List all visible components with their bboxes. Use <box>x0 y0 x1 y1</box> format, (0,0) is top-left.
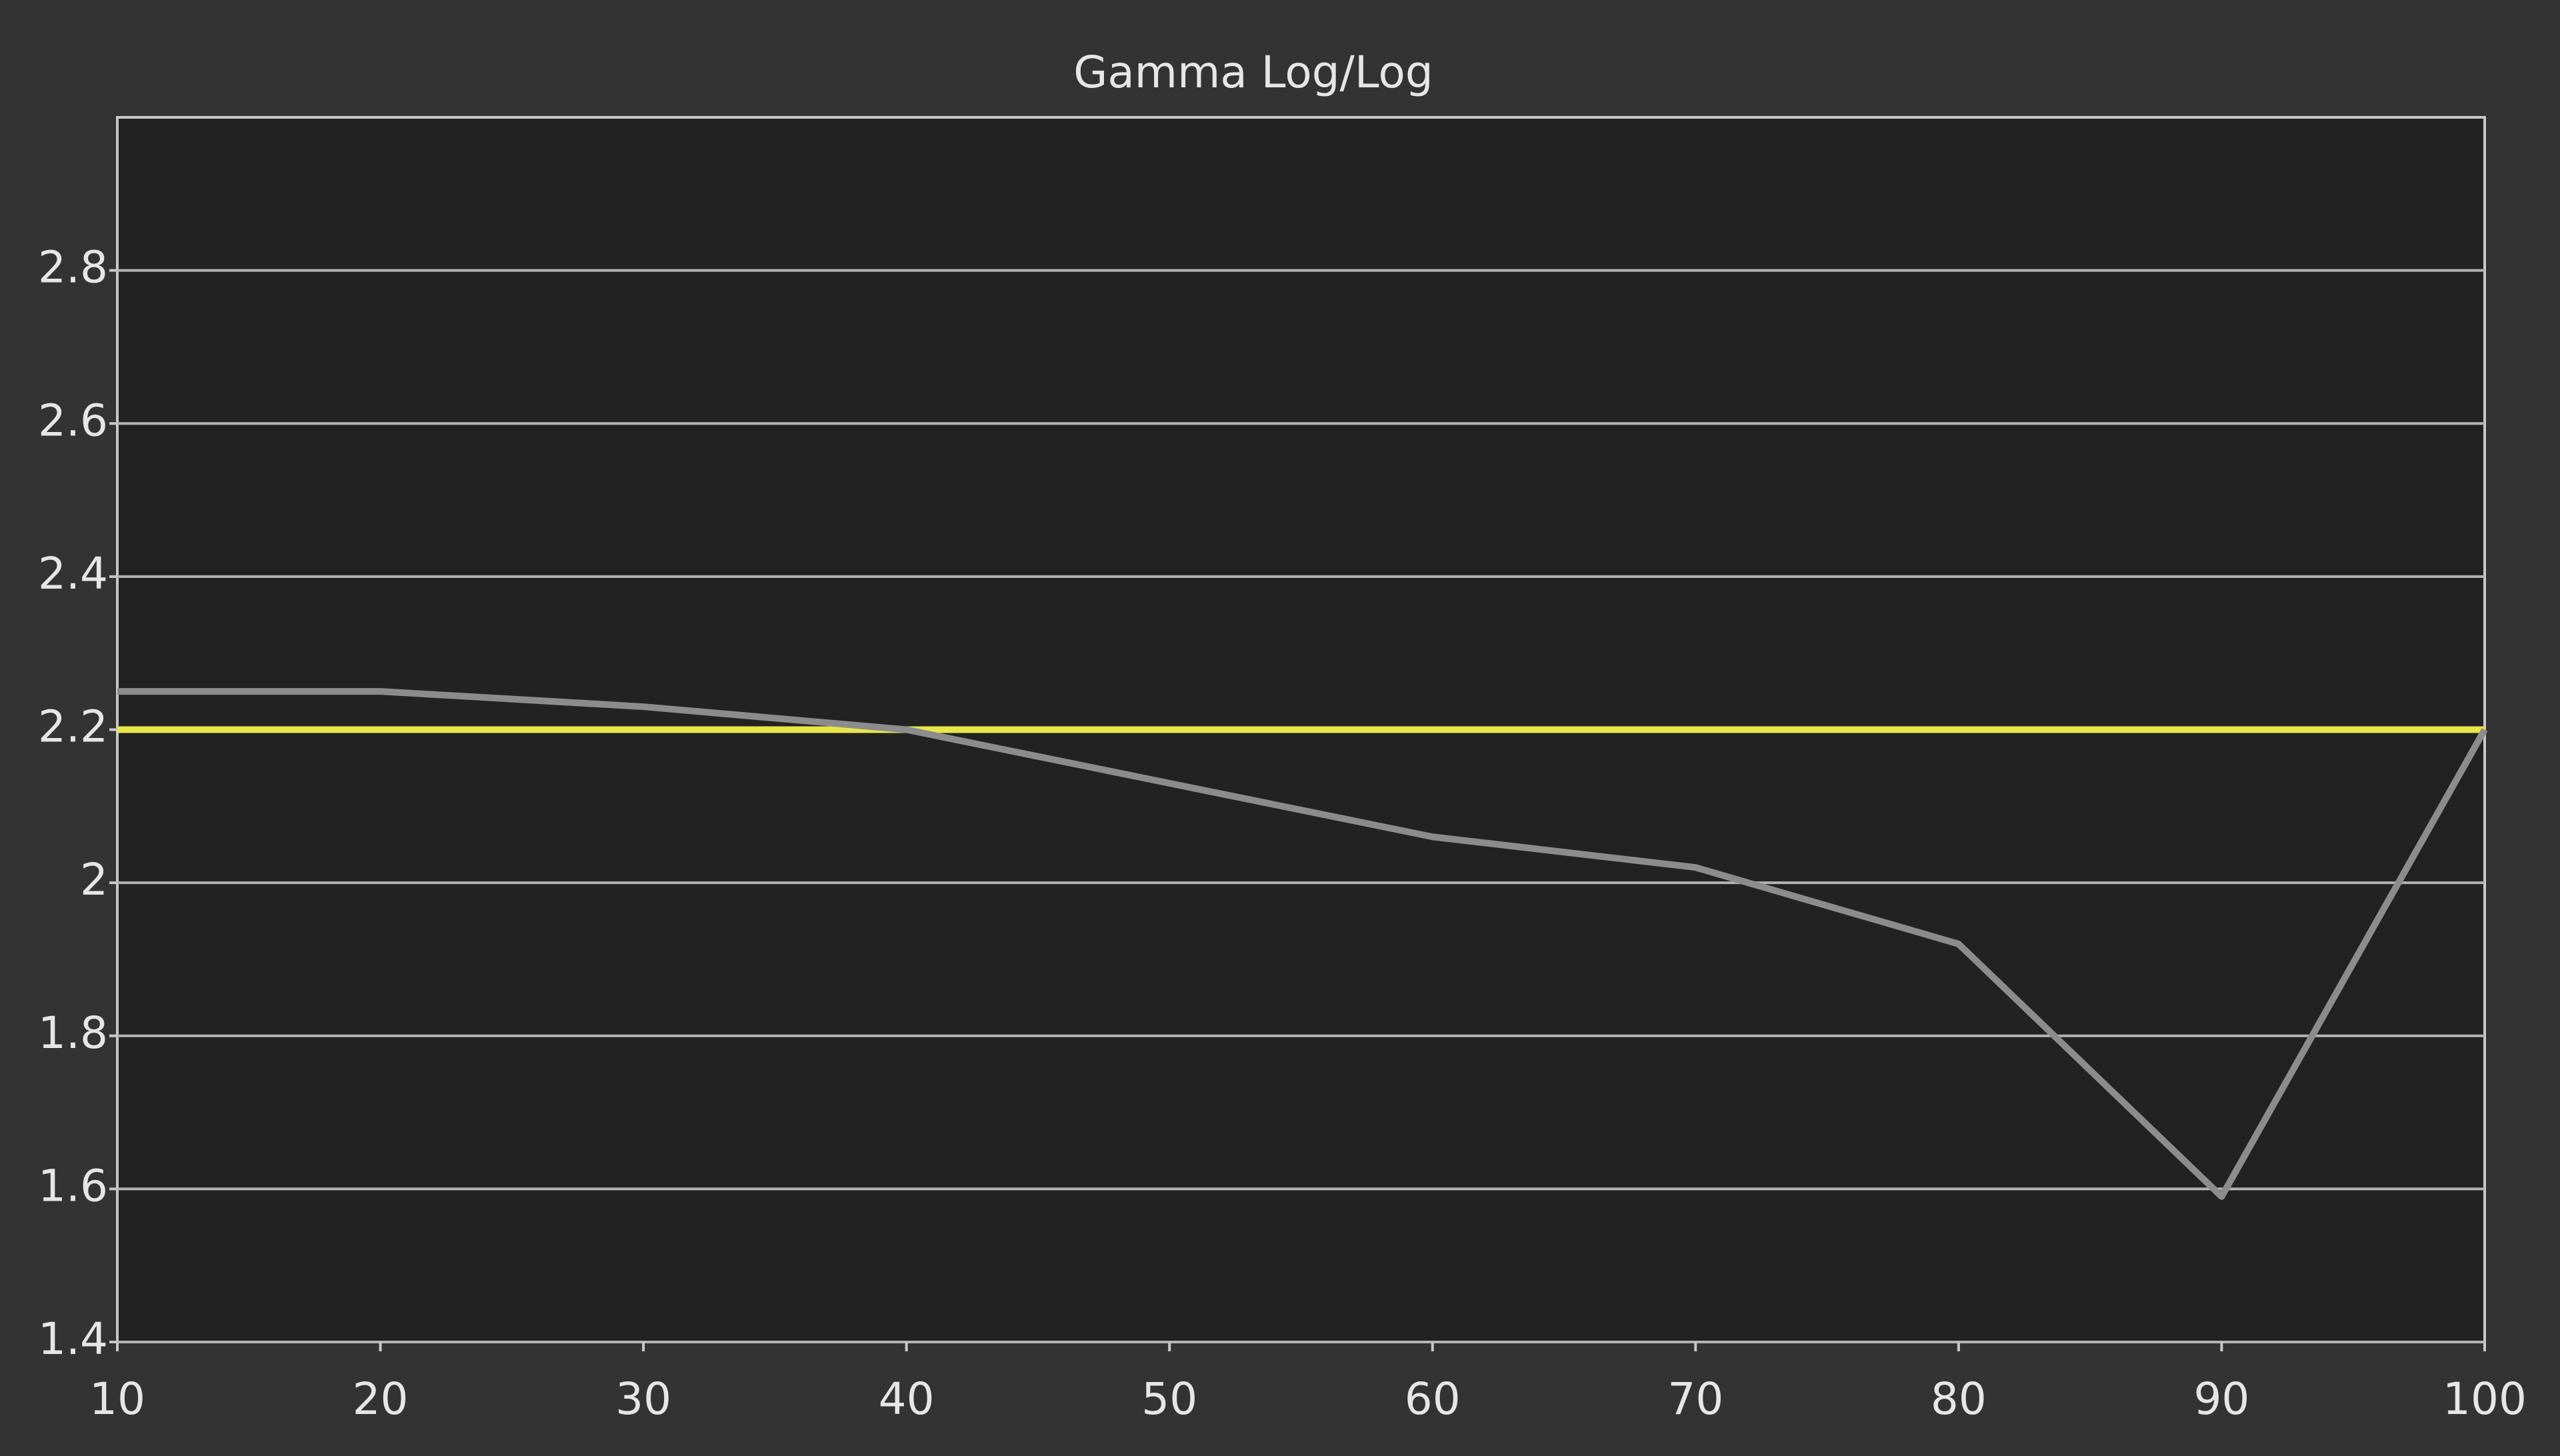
y-tick-label: 2.8 <box>38 242 108 293</box>
y-tick-label: 2.2 <box>38 701 108 753</box>
y-tick-label: 1.6 <box>38 1160 108 1211</box>
y-tick-label: 2.6 <box>38 395 108 446</box>
y-tick-label: 2.4 <box>38 548 108 599</box>
chart-title: Gamma Log/Log <box>1073 47 1433 98</box>
x-tick-label: 20 <box>353 1373 409 1425</box>
x-tick-label: 30 <box>615 1373 671 1425</box>
x-tick-label: 60 <box>1405 1373 1461 1425</box>
y-tick-label: 2 <box>80 854 108 905</box>
series-line <box>117 688 2488 1200</box>
x-tick-label: 40 <box>879 1373 935 1425</box>
x-tick-label: 80 <box>1931 1373 1987 1425</box>
y-tick-label: 1.8 <box>38 1007 108 1059</box>
x-tick-label: 50 <box>1141 1373 1197 1425</box>
x-tick-label: 90 <box>2193 1373 2249 1425</box>
x-tick-label: 70 <box>1667 1373 1723 1425</box>
x-tick-label: 100 <box>2443 1373 2527 1425</box>
x-tick-label: 10 <box>89 1373 145 1425</box>
y-tick-label: 1.4 <box>38 1313 108 1365</box>
